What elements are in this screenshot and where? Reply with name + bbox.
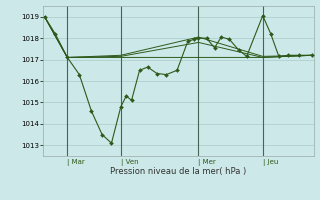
X-axis label: Pression niveau de la mer( hPa ): Pression niveau de la mer( hPa ): [110, 167, 246, 176]
